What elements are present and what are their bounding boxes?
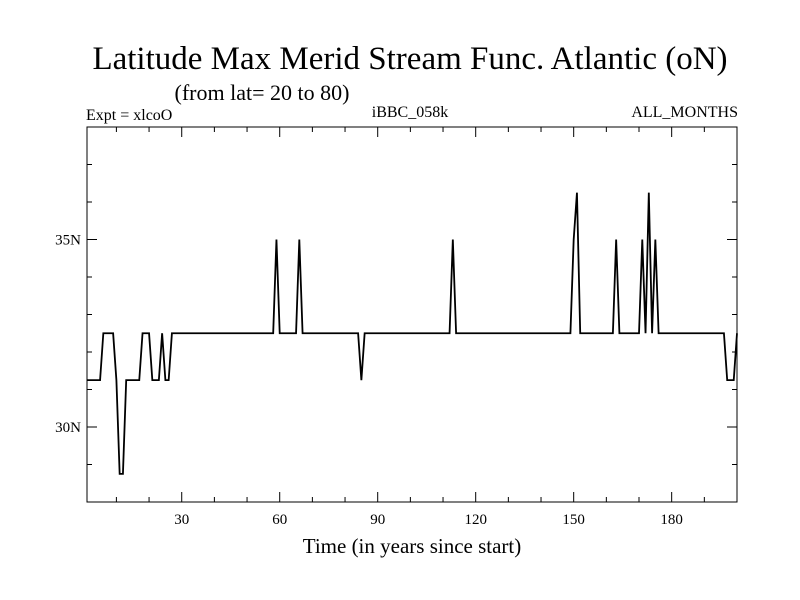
axis-tick-labels: 30 60 90 120 150 180 30N 35N <box>55 233 683 529</box>
series-line <box>87 192 738 475</box>
months-label: ALL_MONTHS <box>631 104 738 121</box>
run-label: iBBC_058k <box>372 104 448 121</box>
chart-title: Latitude Max Merid Stream Func. Atlantic… <box>92 41 727 77</box>
x-tick-label: 150 <box>562 512 585 528</box>
series-layer <box>87 192 738 475</box>
y-tick-label: 30N <box>55 420 81 436</box>
x-tick-label: 120 <box>464 512 487 528</box>
chart-subtitle: (from lat= 20 to 80) <box>175 80 350 105</box>
y-tick-label: 35N <box>55 233 81 249</box>
axis-ticks <box>87 127 737 502</box>
x-tick-label: 90 <box>370 512 385 528</box>
x-tick-label: 60 <box>272 512 287 528</box>
x-axis-label: Time (in years since start) <box>303 534 522 558</box>
x-tick-label: 30 <box>174 512 189 528</box>
experiment-label: Expt = xlcoO <box>86 107 172 124</box>
x-tick-label: 180 <box>660 512 683 528</box>
